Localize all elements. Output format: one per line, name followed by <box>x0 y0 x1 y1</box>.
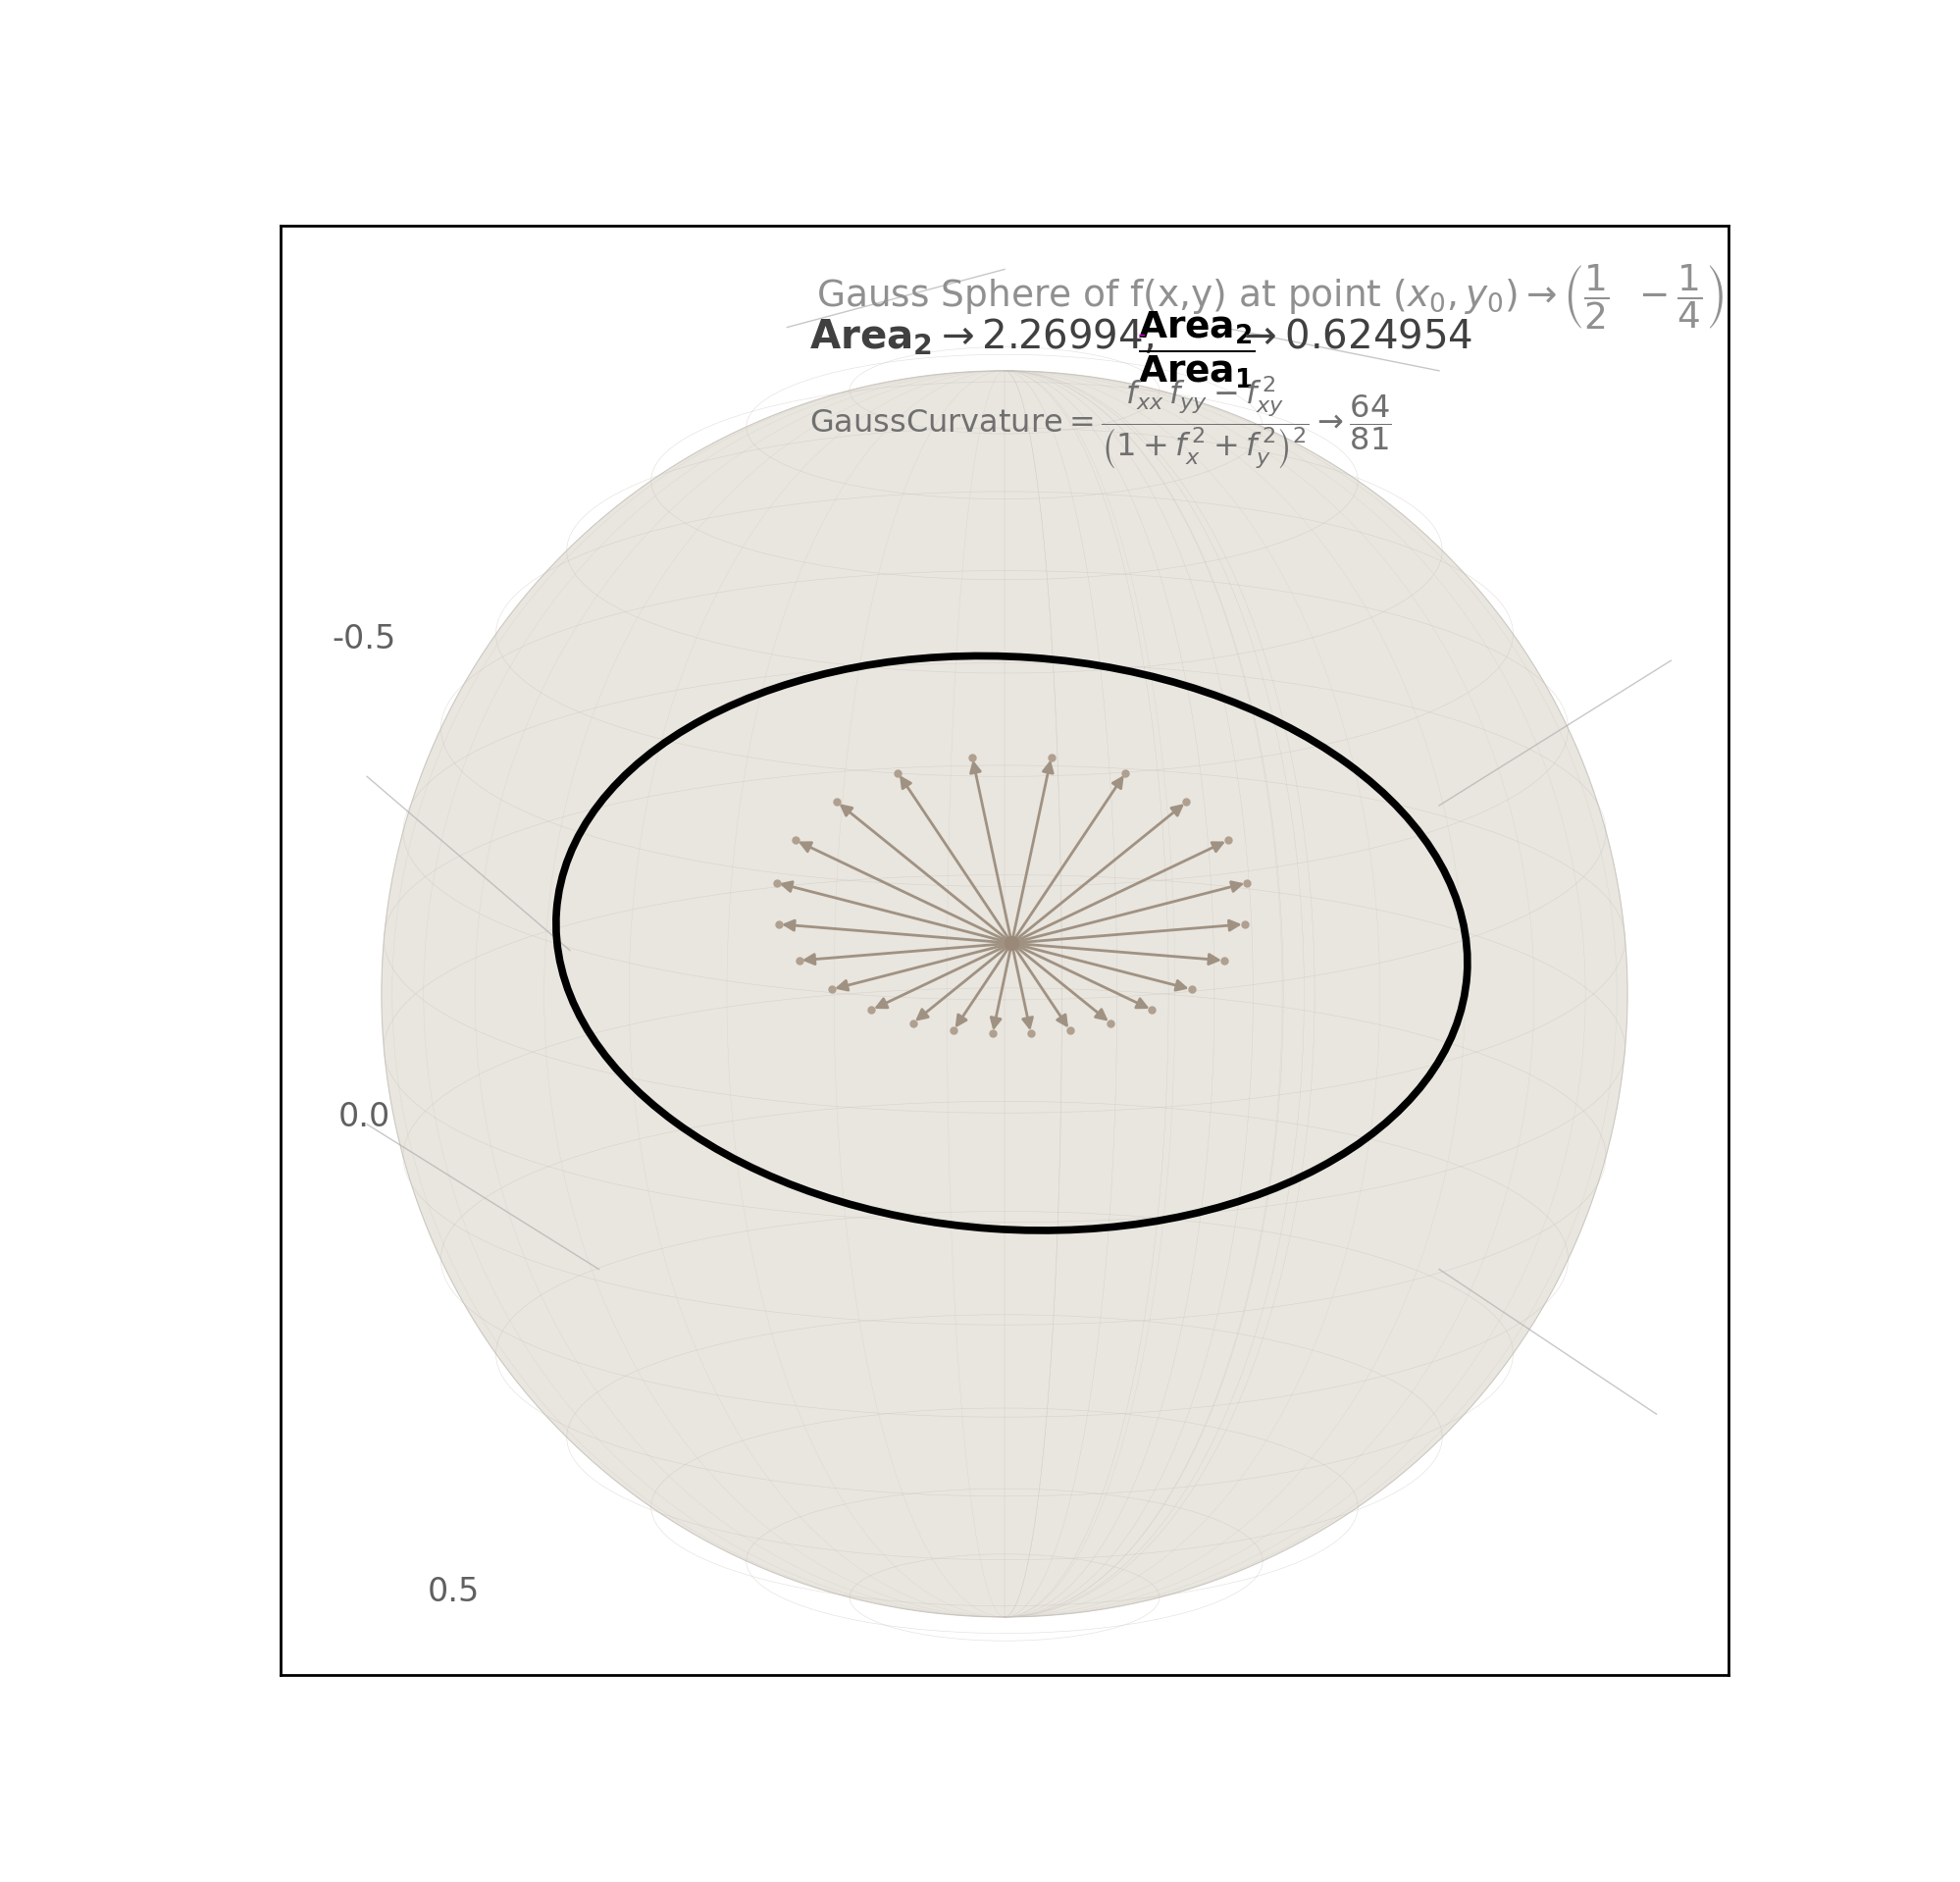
Text: $\mathbf{Area_2} \rightarrow 2.26994,$: $\mathbf{Area_2} \rightarrow 2.26994,$ <box>809 318 1152 358</box>
Text: -0.5: -0.5 <box>331 623 396 655</box>
Text: 0.5: 0.5 <box>427 1577 480 1609</box>
Text: $\overline{\mathbf{Area_1}}$: $\overline{\mathbf{Area_1}}$ <box>1139 335 1145 341</box>
Text: 0.0: 0.0 <box>337 1101 390 1133</box>
Text: $\rightarrow 0.624954$: $\rightarrow 0.624954$ <box>1237 318 1474 356</box>
Text: Gauss Sphere of f(x,y) at point $(x_0,y_0) \rightarrow \left(\dfrac{1}{2}\;\;-\d: Gauss Sphere of f(x,y) at point $(x_0,y_… <box>815 262 1723 331</box>
Text: GaussCurvature$=\dfrac{f_{xx}\,f_{yy}-f_{xy}^{\,2}}{\left(1+f_x^{\,2}+f_y^{\,2}\: GaussCurvature$=\dfrac{f_{xx}\,f_{yy}-f_… <box>809 375 1392 470</box>
Text: $\dfrac{\mathbf{Area_2}}{\mathbf{Area_1}}$: $\dfrac{\mathbf{Area_2}}{\mathbf{Area_1}… <box>1139 311 1256 391</box>
Circle shape <box>382 371 1627 1617</box>
